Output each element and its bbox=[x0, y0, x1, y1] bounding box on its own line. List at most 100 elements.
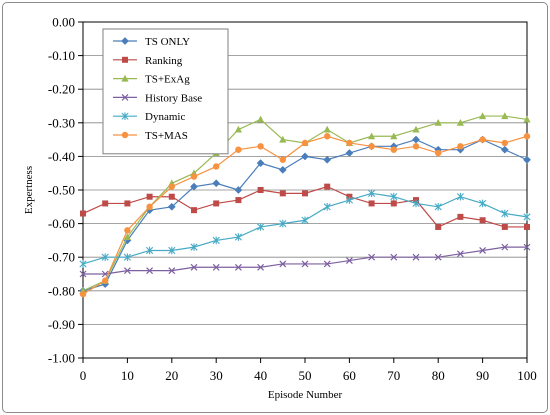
data-point-history-base bbox=[434, 253, 442, 261]
legend-entry-ts-exag: TS+ExAg bbox=[113, 74, 190, 86]
series-ts-mas bbox=[79, 133, 531, 298]
x-tick-label: 20 bbox=[165, 368, 178, 383]
legend-entry-history-base: History Base bbox=[113, 92, 202, 104]
data-point-ts-only bbox=[500, 145, 509, 154]
data-point-dynamic bbox=[212, 236, 220, 245]
legend-swatch-marker bbox=[121, 37, 129, 45]
data-point-history-base bbox=[168, 267, 176, 275]
data-point-history-base bbox=[368, 253, 376, 261]
x-tick-label: 100 bbox=[517, 368, 537, 383]
legend-entry-dynamic: Dynamic bbox=[113, 111, 185, 123]
data-point-ts-mas bbox=[235, 146, 242, 153]
data-point-ranking bbox=[390, 200, 397, 207]
data-point-ranking bbox=[102, 200, 109, 207]
y-tick-label: -0.30 bbox=[48, 115, 75, 130]
series-dynamic bbox=[79, 189, 531, 268]
data-point-ranking bbox=[279, 190, 286, 197]
x-axis-ticks: 0 10 20 30 40 50 60 70 80 90 100 bbox=[80, 358, 537, 383]
data-point-ranking bbox=[368, 200, 375, 207]
data-point-ts-exag bbox=[501, 112, 509, 120]
y-tick-label: -0.80 bbox=[48, 283, 75, 298]
data-point-history-base bbox=[257, 263, 265, 271]
data-point-ts-only bbox=[190, 182, 198, 191]
x-tick-label: 60 bbox=[343, 368, 356, 383]
legend-swatch-marker bbox=[122, 56, 128, 63]
data-point-ts-mas bbox=[257, 143, 264, 150]
data-point-ts-mas bbox=[190, 173, 198, 180]
data-point-dynamic bbox=[279, 219, 287, 228]
x-tick-label: 0 bbox=[80, 368, 87, 383]
x-tick-label: 10 bbox=[121, 368, 134, 383]
data-point-ts-mas bbox=[324, 133, 331, 140]
legend-label: TS+ExAg bbox=[145, 74, 190, 86]
data-point-dynamic bbox=[257, 223, 265, 231]
x-tick-label: 30 bbox=[210, 368, 223, 383]
series-history-base bbox=[79, 243, 531, 278]
data-point-ts-exag bbox=[323, 125, 331, 133]
data-point-ranking bbox=[235, 197, 242, 204]
data-point-dynamic bbox=[101, 253, 109, 261]
data-point-ranking bbox=[501, 223, 508, 230]
y-tick-label: -0.90 bbox=[48, 317, 75, 332]
data-point-dynamic bbox=[190, 243, 198, 251]
data-point-ranking bbox=[524, 223, 530, 230]
y-tick-label: -0.50 bbox=[48, 183, 75, 198]
data-point-ts-exag bbox=[123, 233, 131, 241]
legend-label: Dynamic bbox=[145, 111, 185, 123]
data-point-dynamic bbox=[412, 199, 420, 208]
data-point-history-base bbox=[479, 247, 487, 254]
data-point-ts-mas bbox=[390, 146, 397, 153]
data-point-ts-exag bbox=[390, 132, 398, 140]
data-point-ranking bbox=[257, 187, 264, 193]
data-point-ts-exag bbox=[523, 115, 531, 123]
data-point-ts-exag bbox=[456, 119, 464, 126]
data-point-ts-mas bbox=[102, 277, 109, 284]
data-point-ranking bbox=[479, 217, 486, 224]
y-tick-label: -0.70 bbox=[48, 250, 75, 265]
data-point-dynamic bbox=[345, 196, 353, 204]
data-point-ts-exag bbox=[479, 112, 487, 120]
data-point-ts-exag bbox=[279, 135, 287, 143]
data-point-dynamic bbox=[456, 192, 464, 201]
legend-swatch-marker bbox=[121, 112, 129, 120]
data-point-history-base bbox=[390, 253, 398, 261]
data-point-ranking bbox=[80, 210, 86, 217]
data-point-history-base bbox=[79, 270, 87, 278]
data-point-history-base bbox=[212, 263, 220, 271]
data-point-ranking bbox=[213, 200, 220, 207]
y-axis-title: Expertness bbox=[23, 166, 35, 214]
x-axis-title: Episode Number bbox=[268, 389, 343, 401]
data-point-dynamic bbox=[479, 199, 487, 208]
data-point-ts-only bbox=[167, 202, 176, 211]
legend-label: TS ONLY bbox=[145, 36, 190, 48]
data-point-ts-only bbox=[256, 159, 265, 168]
x-tick-label: 80 bbox=[432, 368, 445, 383]
data-point-ranking bbox=[124, 200, 131, 207]
legend-label: TS+MAS bbox=[145, 130, 188, 142]
data-point-ts-only bbox=[345, 149, 354, 157]
data-point-ts-only bbox=[301, 152, 309, 161]
data-point-ts-mas bbox=[457, 143, 464, 150]
legend-label: History Base bbox=[145, 92, 202, 104]
data-point-dynamic bbox=[390, 192, 398, 201]
data-point-ts-mas bbox=[435, 149, 442, 157]
data-point-ts-mas bbox=[412, 143, 420, 150]
data-point-ts-exag bbox=[234, 125, 242, 133]
data-point-dynamic bbox=[79, 260, 87, 268]
data-point-ts-exag bbox=[368, 132, 376, 140]
data-point-ts-mas bbox=[168, 183, 175, 190]
data-point-ts-mas bbox=[79, 290, 87, 298]
data-point-history-base bbox=[501, 243, 509, 251]
data-point-dynamic bbox=[123, 253, 131, 261]
data-point-dynamic bbox=[234, 233, 242, 241]
data-point-ts-mas bbox=[279, 156, 286, 163]
data-point-history-base bbox=[190, 263, 198, 271]
data-point-ts-mas bbox=[146, 203, 153, 210]
data-point-ts-only bbox=[278, 165, 287, 174]
legend-entry-ranking: Ranking bbox=[113, 55, 183, 67]
y-tick-label: -0.10 bbox=[48, 48, 75, 63]
data-point-dynamic bbox=[368, 189, 376, 198]
data-point-ranking bbox=[457, 213, 464, 220]
